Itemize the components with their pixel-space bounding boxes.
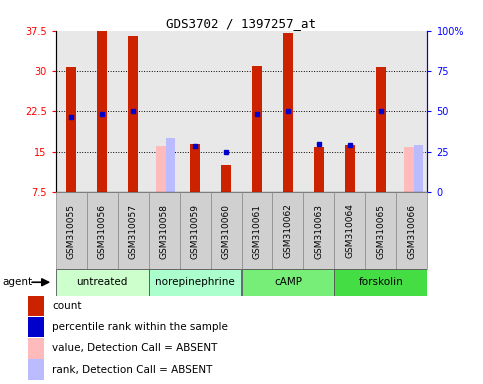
Text: GSM310061: GSM310061	[253, 204, 261, 258]
Text: GSM310060: GSM310060	[222, 204, 230, 258]
Bar	[56, 192, 86, 269]
Bar	[149, 269, 242, 296]
Bar	[98, 31, 107, 192]
Bar	[28, 359, 44, 380]
Bar	[334, 192, 366, 269]
Bar	[86, 192, 117, 269]
Text: GSM310057: GSM310057	[128, 204, 138, 258]
Text: GSM310056: GSM310056	[98, 204, 107, 258]
Bar	[252, 66, 262, 192]
Bar	[28, 296, 44, 316]
Text: percentile rank within the sample: percentile rank within the sample	[53, 322, 228, 333]
Text: rank, Detection Call = ABSENT: rank, Detection Call = ABSENT	[53, 364, 213, 375]
Text: value, Detection Call = ABSENT: value, Detection Call = ABSENT	[53, 343, 218, 354]
Bar	[66, 67, 76, 192]
Bar	[414, 145, 424, 192]
Bar	[242, 192, 272, 269]
Bar	[56, 269, 149, 296]
Text: forskolin: forskolin	[358, 277, 403, 287]
Bar	[397, 192, 427, 269]
Bar	[117, 192, 149, 269]
Bar	[28, 338, 44, 359]
Text: GSM310066: GSM310066	[408, 204, 416, 258]
Text: untreated: untreated	[76, 277, 128, 287]
Bar	[166, 138, 175, 192]
Text: count: count	[53, 301, 82, 311]
Text: GSM310064: GSM310064	[345, 204, 355, 258]
Text: GSM310063: GSM310063	[314, 204, 324, 258]
Bar	[211, 192, 242, 269]
Text: GSM310055: GSM310055	[67, 204, 75, 258]
Text: GSM310065: GSM310065	[376, 204, 385, 258]
Bar	[345, 145, 355, 192]
Bar	[272, 192, 303, 269]
Bar	[404, 147, 420, 192]
Text: GSM310062: GSM310062	[284, 204, 293, 258]
Text: norepinephrine: norepinephrine	[155, 277, 235, 287]
Bar	[303, 192, 334, 269]
Text: cAMP: cAMP	[274, 277, 302, 287]
Text: GSM310058: GSM310058	[159, 204, 169, 258]
Bar	[149, 192, 180, 269]
Bar	[314, 147, 324, 192]
Bar	[334, 269, 427, 296]
Title: GDS3702 / 1397257_at: GDS3702 / 1397257_at	[167, 17, 316, 30]
Text: agent: agent	[2, 277, 32, 287]
Bar	[190, 144, 199, 192]
Bar	[221, 165, 231, 192]
Bar	[242, 269, 334, 296]
Bar	[180, 192, 211, 269]
Bar	[156, 146, 172, 192]
Bar	[28, 317, 44, 338]
Text: GSM310059: GSM310059	[190, 204, 199, 258]
Bar	[284, 33, 293, 192]
Bar	[366, 192, 397, 269]
Bar	[376, 67, 385, 192]
Bar	[128, 36, 138, 192]
